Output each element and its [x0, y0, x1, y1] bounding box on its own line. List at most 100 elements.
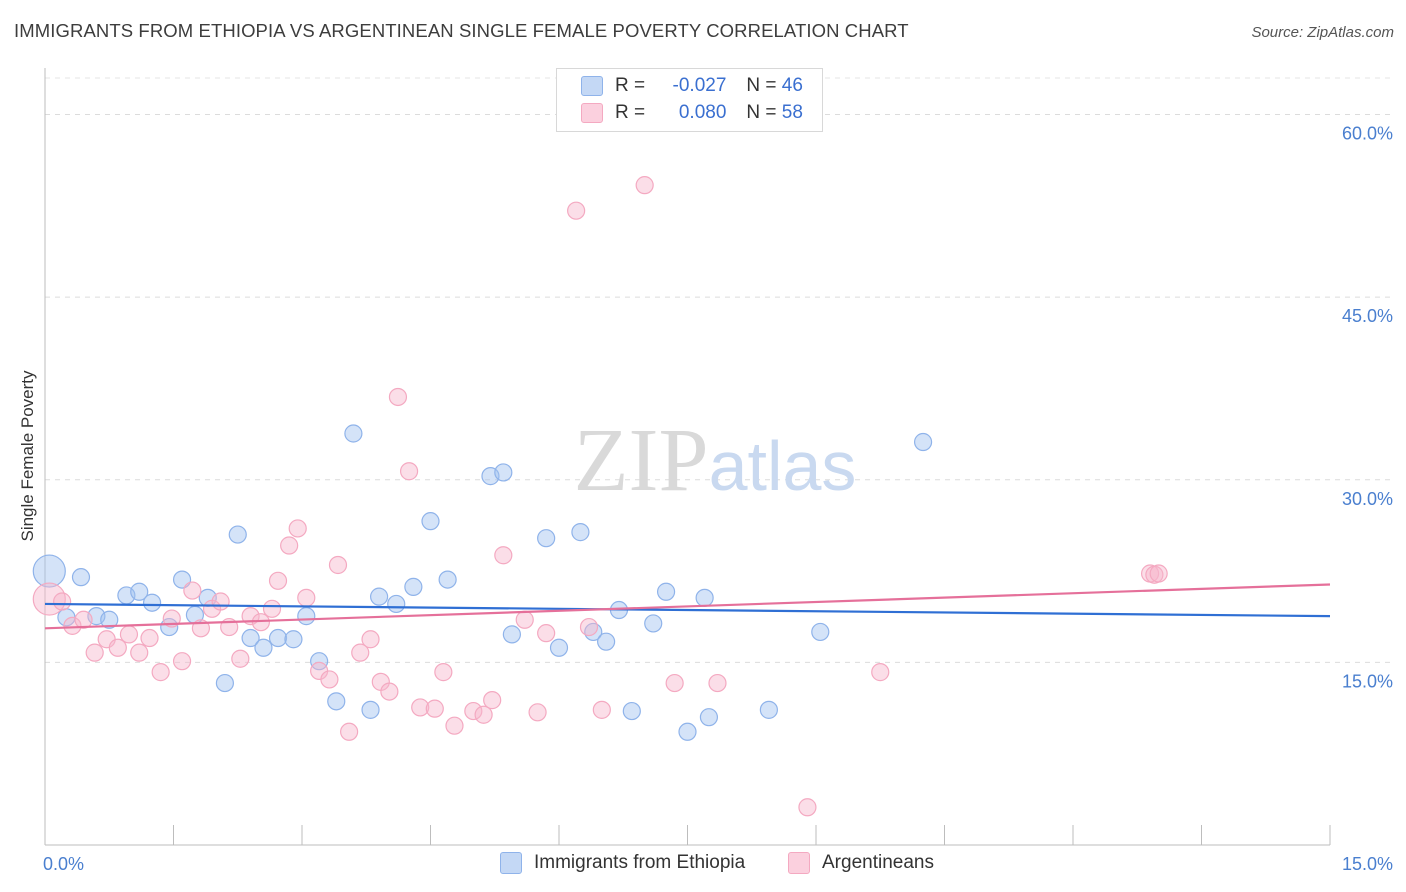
argentinean-point — [268, 571, 288, 590]
bottom-legend-argentineans: Argentineans — [788, 852, 934, 874]
ethiopia-point — [228, 525, 247, 544]
ethiopia-point — [268, 628, 288, 648]
legend-n-label: N = — [746, 102, 777, 123]
ethiopia-point — [327, 692, 346, 711]
axes — [44, 68, 1331, 846]
argentinean-point — [567, 201, 586, 220]
argentinean-point — [579, 617, 599, 637]
argentinean-point — [328, 555, 348, 575]
bottom-legend-ethiopia: Immigrants from Ethiopia — [500, 852, 745, 874]
argentinean-point — [494, 546, 513, 565]
ethiopia-point — [549, 638, 569, 657]
gridlines — [45, 77, 1395, 663]
ethiopia-point — [622, 701, 641, 721]
argentinean-point — [63, 616, 82, 635]
x-tick-labels: 0.0% 15.0% — [43, 854, 1393, 874]
argentinean-point — [140, 628, 159, 648]
argentinean-point — [85, 643, 104, 662]
argentinean-point — [515, 610, 534, 629]
chart-title: IMMIGRANTS FROM ETHIOPIA VS ARGENTINEAN … — [14, 20, 909, 41]
ethiopia-point — [100, 610, 119, 629]
ethiopia-point — [537, 529, 556, 548]
ethiopia-point — [215, 673, 234, 693]
argentinean-point — [708, 673, 727, 693]
ethiopia-point — [571, 523, 590, 542]
ethiopia-point — [502, 625, 521, 644]
bottom-legend-label-argentineans: Argentineans — [822, 852, 934, 873]
ethiopia-point — [344, 424, 363, 443]
legend-r-label: R = — [615, 75, 646, 96]
argentinean-point — [798, 798, 817, 817]
y-axis-label: Single Female Poverty — [18, 370, 37, 542]
ethiopia-point — [142, 593, 162, 612]
y-tick-label: 15.0% — [1342, 671, 1393, 691]
legend-n-value-ethiopia: 46 — [781, 75, 803, 96]
argentinean-point — [211, 592, 230, 611]
argentinean-point — [411, 698, 430, 717]
argentinean-point — [351, 643, 370, 662]
argentinean-point — [262, 599, 282, 618]
watermark: ZIPatlas — [574, 411, 857, 510]
chart-source: Source: ZipAtlas.com — [1251, 24, 1394, 41]
argentinean-point — [361, 630, 380, 649]
y-tick-labels: 15.0% 30.0% 45.0% 60.0% — [1342, 124, 1393, 692]
argentinean-point — [388, 387, 408, 407]
legend: R = -0.027 N = 46 R = 0.080 N = 58 — [556, 68, 823, 132]
x-tick-label: 15.0% — [1342, 854, 1393, 874]
ethiopia-point — [699, 708, 719, 727]
argentinean-point — [380, 682, 399, 701]
ethiopia-point — [130, 582, 149, 601]
ethiopia-point — [71, 568, 91, 587]
legend-n-label: N = — [746, 75, 777, 96]
ethiopia-point — [438, 570, 457, 589]
argentinean-point — [74, 610, 93, 629]
argentinean-point — [183, 581, 202, 600]
argentinean-point — [871, 663, 890, 682]
y-tick-label: 30.0% — [1342, 489, 1393, 509]
bottom-legend-swatch-ethiopia — [500, 852, 522, 874]
argentinean-point — [434, 663, 453, 682]
argentinean-point — [464, 701, 483, 721]
argentinean-point — [399, 462, 419, 481]
argentinean-point — [445, 716, 464, 735]
argentinean-point — [592, 700, 611, 719]
legend-row-argentineans: R = 0.080 N = 58 — [581, 100, 803, 126]
argentinean-point — [297, 588, 316, 607]
argentinean-trend-line — [44, 583, 1331, 630]
argentinean-point — [280, 536, 299, 555]
argentinean-point — [320, 670, 339, 689]
ethiopia-point — [759, 700, 778, 719]
argentinean-point — [172, 652, 192, 671]
ethiopia-point — [678, 722, 697, 741]
argentinean-point — [528, 703, 547, 722]
legend-r-value-ethiopia: -0.027 — [672, 75, 727, 96]
argentinean-point — [425, 699, 444, 718]
ethiopia-point — [387, 594, 406, 614]
ethiopia-point — [421, 512, 440, 531]
ethiopia-point — [644, 614, 663, 633]
bottom-legend-swatch-argentineans — [788, 852, 810, 874]
ethiopia-point — [811, 622, 830, 642]
argentinean-point — [119, 625, 139, 644]
argentinean-point — [130, 643, 149, 662]
ethiopia-point — [310, 652, 329, 671]
ethiopia-point — [913, 432, 933, 452]
ethiopia-point — [284, 630, 303, 649]
ethiopia-point — [241, 628, 260, 648]
ethiopia-trend-line — [44, 602, 1331, 618]
ethiopia-point — [32, 554, 66, 588]
legend-r-value-argentineans: 0.080 — [678, 102, 727, 123]
argentinean-point — [53, 592, 72, 611]
argentinean-point — [537, 624, 556, 643]
ethiopia-point — [597, 632, 616, 651]
argentinean-point — [483, 691, 502, 710]
argentinean-point — [340, 722, 359, 741]
y-tick-label: 45.0% — [1342, 306, 1393, 326]
argentinean-point — [231, 649, 250, 668]
argentinean-point — [1149, 564, 1168, 583]
ethiopia-point — [695, 588, 714, 607]
data-points — [32, 176, 1168, 817]
ethiopia-point — [361, 700, 380, 719]
bottom-legend-label-ethiopia: Immigrants from Ethiopia — [534, 852, 746, 873]
